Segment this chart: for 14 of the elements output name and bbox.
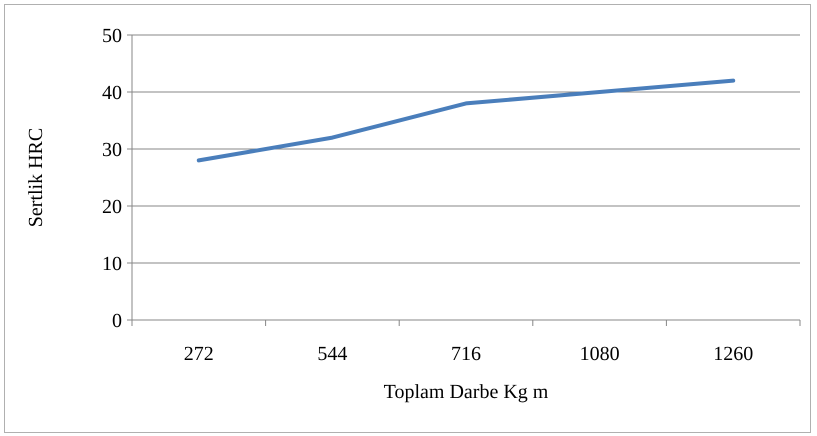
x-axis-title: Toplam Darbe Kg m <box>384 381 549 403</box>
y-tick-label: 40 <box>102 82 122 104</box>
line-series <box>196 78 736 162</box>
y-tick-label: 50 <box>102 25 122 47</box>
x-tick-label: 716 <box>451 343 481 365</box>
x-tick-label: 544 <box>317 343 348 365</box>
y-axis-title: Sertlik HRC <box>25 128 47 228</box>
y-tick-label: 0 <box>112 310 122 332</box>
y-tick-label: 20 <box>102 196 122 218</box>
y-tick-label: 30 <box>102 139 122 161</box>
x-tick-label: 1080 <box>580 343 620 365</box>
x-tick-label: 1260 <box>713 343 754 365</box>
x-tick-label: 272 <box>184 343 214 365</box>
y-tick-label: 10 <box>102 253 122 275</box>
